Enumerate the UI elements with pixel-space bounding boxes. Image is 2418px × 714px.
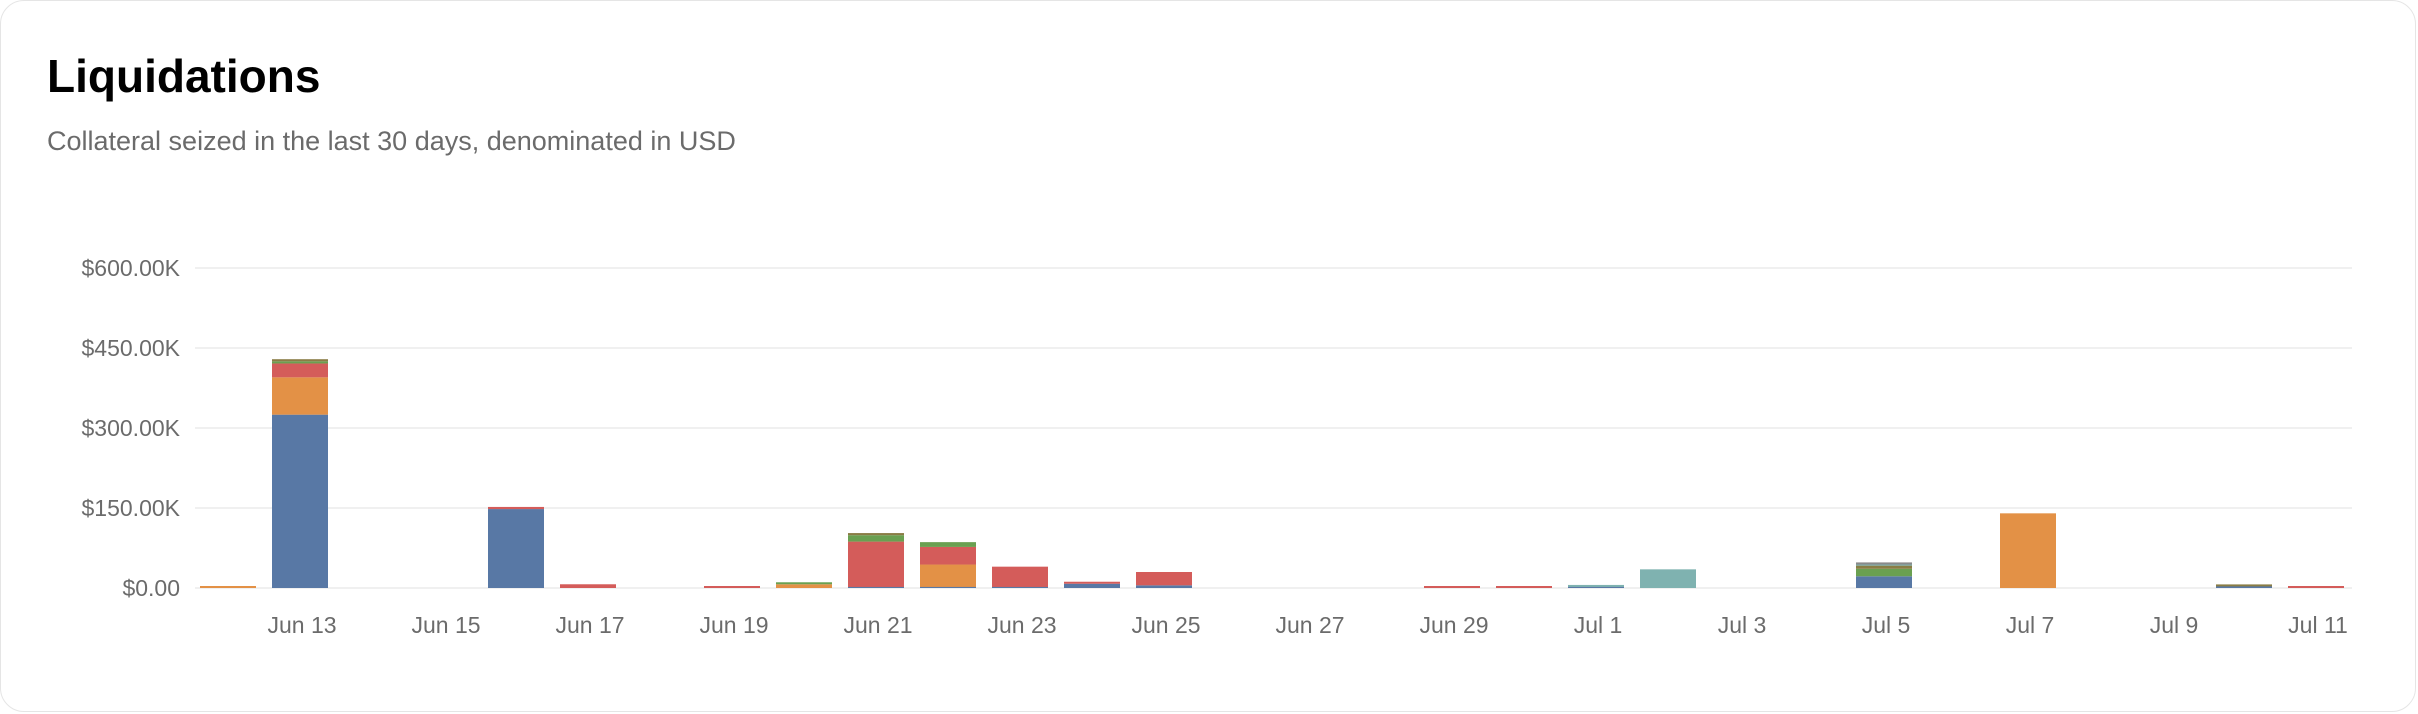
bar-segment-jun-13-orange[interactable] xyxy=(272,377,328,415)
bar-segment-jun-21-olive[interactable] xyxy=(848,533,904,536)
y-tick-label: $150.00K xyxy=(82,495,181,521)
bar-segment-jun-30-red[interactable] xyxy=(1496,586,1552,588)
x-tick-label: Jun 17 xyxy=(555,612,624,638)
bar-segment-jun-19-red[interactable] xyxy=(704,586,760,588)
card-subtitle: Collateral seized in the last 30 days, d… xyxy=(47,126,736,156)
bar-segment-jul-2-teal[interactable] xyxy=(1640,569,1696,588)
bar-segment-jun-13-red[interactable] xyxy=(272,363,328,378)
bar-segment-jul-10-blue[interactable] xyxy=(2216,586,2272,588)
bar-segment-jun-22-red[interactable] xyxy=(920,546,976,565)
x-tick-label: Jun 15 xyxy=(411,612,480,638)
bar-segment-jun-21-red[interactable] xyxy=(848,541,904,587)
x-tick-label: Jul 9 xyxy=(2150,612,2199,638)
card-title: Liquidations xyxy=(47,50,321,102)
bar-segment-jul-5-teal[interactable] xyxy=(1856,563,1912,566)
bar-segment-jun-23-blue[interactable] xyxy=(992,586,1048,588)
x-tick-label: Jun 29 xyxy=(1419,612,1488,638)
x-tick-label: Jul 3 xyxy=(1718,612,1767,638)
bar-segment-jun-13-olive[interactable] xyxy=(272,359,328,362)
bar-segment-jul-1-blue[interactable] xyxy=(1568,586,1624,588)
bar-segment-jun-29-red[interactable] xyxy=(1424,586,1480,588)
bar-segment-jul-7-orange[interactable] xyxy=(2000,513,2056,588)
y-tick-label: $450.00K xyxy=(82,335,181,361)
bar-segment-jun-21-green[interactable] xyxy=(848,535,904,542)
bar-segment-jun-24-blue[interactable] xyxy=(1064,583,1120,588)
x-tick-label: Jul 7 xyxy=(2006,612,2055,638)
x-tick-label: Jul 11 xyxy=(2288,612,2348,638)
x-tick-label: Jul 5 xyxy=(1862,612,1911,638)
bar-segment-jun-12-orange[interactable] xyxy=(200,586,256,588)
bar-segment-jun-21-blue[interactable] xyxy=(848,586,904,588)
bar-segment-jul-5-gray[interactable] xyxy=(1856,562,1912,565)
bar-segment-jul-11-red[interactable] xyxy=(2288,586,2344,588)
bar-segment-jun-20-orange[interactable] xyxy=(776,584,832,588)
bar-segment-jul-5-olive[interactable] xyxy=(1856,565,1912,569)
x-tick-label: Jun 21 xyxy=(843,612,912,638)
bar-segment-jul-5-blue[interactable] xyxy=(1856,576,1912,588)
bar-segment-jun-13-blue[interactable] xyxy=(272,414,328,588)
bar-segment-jul-5-green[interactable] xyxy=(1856,568,1912,577)
x-tick-label: Jul 1 xyxy=(1574,612,1623,638)
x-tick-label: Jun 27 xyxy=(1275,612,1344,638)
x-tick-label: Jun 23 xyxy=(987,612,1056,638)
bar-segment-jun-16-blue[interactable] xyxy=(488,509,544,588)
bar-segment-jun-23-red[interactable] xyxy=(992,566,1048,587)
y-tick-label: $600.00K xyxy=(82,255,181,281)
y-tick-label: $0.00 xyxy=(122,575,180,601)
bar-segment-jun-17-red[interactable] xyxy=(560,584,616,588)
bar-segment-jun-25-red[interactable] xyxy=(1136,572,1192,586)
y-tick-label: $300.00K xyxy=(82,415,181,441)
x-tick-label: Jun 19 xyxy=(699,612,768,638)
bar-segment-jun-25-blue[interactable] xyxy=(1136,585,1192,588)
bar-segment-jun-24-red[interactable] xyxy=(1064,581,1120,584)
bar-segment-jun-13-green[interactable] xyxy=(272,361,328,364)
bar-segment-jun-20-green[interactable] xyxy=(776,582,832,585)
bar-segment-jun-16-red[interactable] xyxy=(488,506,544,510)
bar-segment-jun-22-orange[interactable] xyxy=(920,564,976,587)
bar-segment-jun-22-green[interactable] xyxy=(920,542,976,547)
x-tick-label: Jun 25 xyxy=(1131,612,1200,638)
bar-segment-jul-10-olive[interactable] xyxy=(2216,584,2272,587)
bar-segment-jun-22-blue[interactable] xyxy=(920,586,976,588)
bar-segment-jul-1-teal[interactable] xyxy=(1568,584,1624,587)
x-tick-label: Jun 13 xyxy=(267,612,336,638)
